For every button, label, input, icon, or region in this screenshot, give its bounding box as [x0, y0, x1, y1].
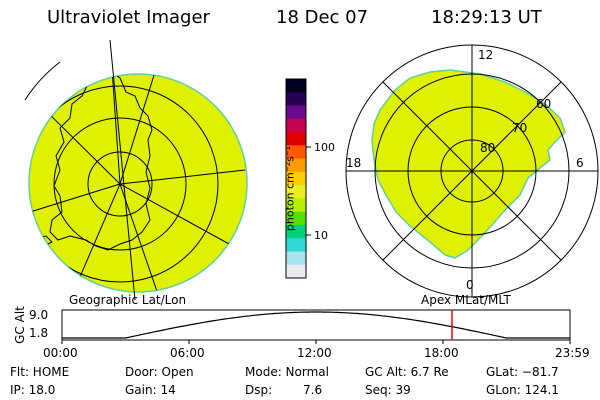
- flight-status: Flt: HOME: [10, 365, 70, 379]
- right-caption: Apex MLat/MLT: [421, 293, 511, 307]
- continent-outline: [49, 74, 153, 251]
- lat-label-70: 70: [512, 121, 528, 135]
- meridian-line: [119, 183, 161, 292]
- date-label: 18 Dec 07: [276, 7, 369, 28]
- lat-label-60: 60: [536, 97, 552, 111]
- geo-latitude: GLat: −81.7: [486, 365, 559, 379]
- meridian-line: [119, 183, 241, 251]
- colorbar-tick-100: 100: [314, 141, 335, 154]
- lat-label-80: 80: [480, 141, 496, 155]
- mlt-label-6: 6: [576, 156, 584, 170]
- colorbar-swatch: [286, 105, 306, 120]
- colorbar-swatch: [286, 224, 306, 239]
- colorbar-swatch: [286, 145, 306, 160]
- mlt-label-18: 18: [346, 156, 362, 170]
- dsp-value: 7.6: [303, 383, 323, 397]
- outer-arc: [24, 61, 61, 101]
- gain-value: Gain: 14: [125, 383, 176, 397]
- colorbar-swatch: [286, 118, 306, 133]
- timeline-y-max: 9.0: [29, 308, 49, 322]
- colorbar-swatch: [286, 198, 306, 213]
- latitude-circle: [87, 151, 153, 217]
- colorbar-swatch: [286, 211, 306, 226]
- colorbar-tick-10: 10: [314, 229, 328, 242]
- instrument-title: Ultraviolet Imager: [47, 7, 210, 28]
- gc-altitude: GC Alt: 6.7 Re: [365, 365, 449, 379]
- mlt-diagonal: [382, 81, 562, 261]
- colorbar-swatch: [286, 171, 306, 186]
- timeline-y-min: 1.8: [29, 326, 49, 340]
- altitude-curve: [62, 311, 570, 339]
- dsp-label: Dsp:: [245, 383, 273, 397]
- mode-status: Mode: Normal: [245, 365, 329, 379]
- meridian-line: [119, 74, 166, 185]
- timeline-x-3: 18:00: [424, 346, 459, 360]
- timeline-x-0: 00:00: [43, 346, 78, 360]
- timeline-x-1: 06:00: [170, 346, 205, 360]
- colorbar-swatch: [286, 158, 306, 173]
- colorbar-swatch: [286, 79, 306, 93]
- latitude-circle: [29, 85, 219, 283]
- colorbar-swatch: [286, 132, 306, 146]
- ip-value: IP: 18.0: [10, 383, 56, 397]
- meridian-line: [119, 169, 246, 185]
- time-label: 18:29:13 UT: [431, 7, 542, 28]
- colorbar-swatch: [286, 92, 306, 107]
- mlt-label-12: 12: [478, 48, 494, 62]
- timeline-x-4: 23:59: [555, 346, 590, 360]
- meridian-line: [29, 183, 121, 213]
- left-caption: Geographic Lat/Lon: [69, 293, 187, 307]
- timeline-axis-label: GC Alt: [13, 306, 27, 344]
- colorbar-swatch: [286, 185, 306, 199]
- timeline-x-2: 12:00: [297, 346, 332, 360]
- meridian-line: [109, 74, 121, 185]
- sequence-number: Seq: 39: [365, 383, 411, 397]
- auroral-oval: [371, 69, 566, 259]
- mlt-label-0: 0: [466, 278, 474, 292]
- door-status: Door: Open: [125, 365, 194, 379]
- colorbar-swatch: [286, 251, 306, 266]
- colorbar-swatch: [286, 264, 306, 279]
- latitude-circle: [53, 117, 187, 251]
- colorbar-swatch: [286, 238, 306, 252]
- meridian-line: [109, 39, 136, 301]
- geo-longitude: GLon: 124.1: [486, 383, 559, 397]
